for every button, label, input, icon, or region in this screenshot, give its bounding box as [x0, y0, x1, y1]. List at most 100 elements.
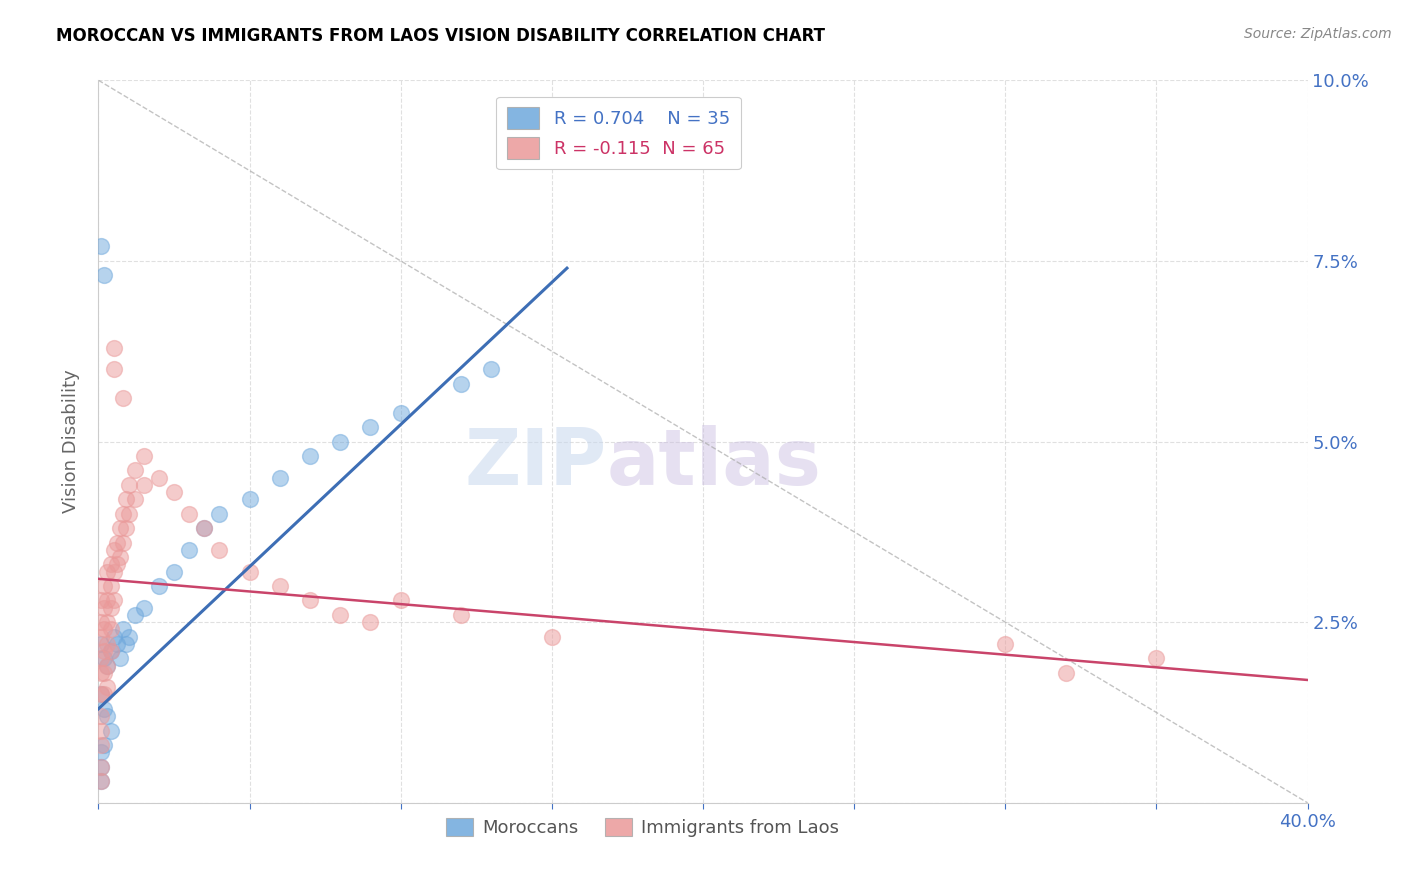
- Point: [96, 680, 118, 694]
- Point: [103, 362, 125, 376]
- Point: [103, 565, 125, 579]
- Point: [93, 702, 115, 716]
- Point: [124, 492, 146, 507]
- Point: [96, 658, 118, 673]
- Point: [93, 579, 115, 593]
- Point: [96, 565, 118, 579]
- Point: [111, 391, 134, 405]
- Point: [389, 593, 412, 607]
- Point: [100, 558, 122, 572]
- Point: [111, 535, 134, 549]
- Point: [103, 593, 125, 607]
- Point: [90, 665, 112, 680]
- Point: [114, 637, 136, 651]
- Point: [481, 362, 503, 376]
- Point: [93, 738, 115, 752]
- Point: [93, 651, 115, 665]
- Point: [93, 623, 115, 637]
- Point: [450, 607, 472, 622]
- Point: [90, 239, 112, 253]
- Point: [90, 774, 112, 789]
- Point: [114, 492, 136, 507]
- Point: [132, 600, 155, 615]
- Point: [93, 665, 115, 680]
- Point: [90, 630, 112, 644]
- Point: [90, 615, 112, 630]
- Point: [208, 542, 231, 557]
- Point: [193, 521, 215, 535]
- Point: [111, 623, 134, 637]
- Point: [1054, 665, 1077, 680]
- Point: [100, 600, 122, 615]
- Point: [100, 723, 122, 738]
- Point: [90, 651, 112, 665]
- Point: [103, 542, 125, 557]
- Point: [100, 644, 122, 658]
- Point: [96, 615, 118, 630]
- Point: [90, 687, 112, 701]
- Point: [163, 485, 186, 500]
- Point: [132, 478, 155, 492]
- Point: [299, 593, 322, 607]
- Point: [239, 492, 262, 507]
- Point: [118, 507, 141, 521]
- Point: [450, 376, 472, 391]
- Point: [100, 623, 122, 637]
- Point: [90, 760, 112, 774]
- Point: [93, 600, 115, 615]
- Point: [90, 745, 112, 759]
- Point: [90, 593, 112, 607]
- Point: [108, 521, 131, 535]
- Point: [329, 434, 352, 449]
- Point: [360, 420, 382, 434]
- Point: [124, 607, 146, 622]
- Text: atlas: atlas: [606, 425, 821, 501]
- Point: [105, 535, 128, 549]
- Point: [1144, 651, 1167, 665]
- Point: [239, 565, 262, 579]
- Point: [90, 687, 112, 701]
- Point: [179, 507, 201, 521]
- Point: [90, 774, 112, 789]
- Point: [132, 449, 155, 463]
- Point: [269, 579, 291, 593]
- Point: [90, 637, 112, 651]
- Point: [269, 471, 291, 485]
- Point: [90, 738, 112, 752]
- Point: [118, 630, 141, 644]
- Point: [540, 630, 562, 644]
- Legend: Moroccans, Immigrants from Laos: Moroccans, Immigrants from Laos: [439, 811, 846, 845]
- Point: [103, 341, 125, 355]
- Point: [299, 449, 322, 463]
- Point: [148, 471, 170, 485]
- Point: [96, 709, 118, 723]
- Y-axis label: Vision Disability: Vision Disability: [62, 369, 80, 514]
- Point: [105, 558, 128, 572]
- Point: [108, 550, 131, 565]
- Point: [100, 579, 122, 593]
- Point: [360, 615, 382, 630]
- Point: [93, 268, 115, 283]
- Point: [148, 579, 170, 593]
- Point: [111, 507, 134, 521]
- Point: [118, 478, 141, 492]
- Point: [90, 709, 112, 723]
- Point: [105, 637, 128, 651]
- Point: [179, 542, 201, 557]
- Point: [96, 658, 118, 673]
- Point: [93, 644, 115, 658]
- Point: [93, 687, 115, 701]
- Point: [100, 644, 122, 658]
- Point: [90, 723, 112, 738]
- Point: [103, 630, 125, 644]
- Point: [114, 521, 136, 535]
- Point: [163, 565, 186, 579]
- Point: [389, 406, 412, 420]
- Point: [329, 607, 352, 622]
- Point: [90, 760, 112, 774]
- Point: [108, 651, 131, 665]
- Point: [193, 521, 215, 535]
- Text: MOROCCAN VS IMMIGRANTS FROM LAOS VISION DISABILITY CORRELATION CHART: MOROCCAN VS IMMIGRANTS FROM LAOS VISION …: [56, 27, 825, 45]
- Point: [124, 463, 146, 477]
- Point: [96, 637, 118, 651]
